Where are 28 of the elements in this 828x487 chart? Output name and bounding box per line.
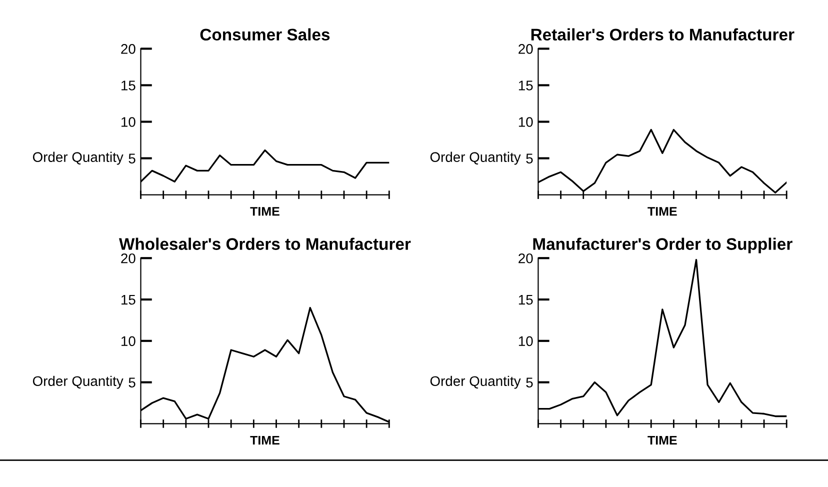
y-tick-label: 10: [518, 336, 533, 346]
x-axis-title: TIME: [648, 436, 677, 445]
y-tick-label: 5: [526, 154, 533, 164]
y-axis-title: Order Quantity: [430, 376, 521, 389]
y-tick-label: 10: [122, 336, 136, 346]
y-tick-label: 10: [518, 117, 533, 127]
chart-title: Retailer's Orders to Manufacturer: [531, 28, 794, 41]
chart-title: Manufacturer's Order to Supplier: [533, 238, 792, 254]
y-tick-label: 15: [122, 80, 136, 90]
x-axis-title: TIME: [250, 207, 280, 216]
y-tick-label: 15: [518, 80, 533, 90]
chart-title: Consumer Sales: [200, 28, 330, 41]
y-tick-label: 5: [526, 378, 533, 388]
x-axis-title: TIME: [648, 207, 677, 216]
y-axis-title: Order Quantity: [430, 152, 521, 165]
y-tick-label: 15: [518, 294, 533, 305]
y-tick-label: 10: [122, 117, 136, 127]
x-axis-title: TIME: [250, 436, 280, 445]
y-tick-label: 15: [122, 294, 136, 305]
y-tick-label: 5: [128, 378, 136, 388]
chart-title: Wholesaler's Orders to Manufacturer: [118, 238, 411, 250]
y-tick-label: 20: [121, 44, 136, 54]
y-axis-title: Order Quantity: [32, 152, 124, 165]
y-tick-label: 5: [128, 154, 136, 164]
y-tick-label: 20: [518, 253, 533, 264]
y-axis-title: Order Quantity: [32, 376, 124, 389]
y-tick-label: 20: [121, 253, 136, 264]
y-tick-label: 20: [518, 44, 533, 54]
